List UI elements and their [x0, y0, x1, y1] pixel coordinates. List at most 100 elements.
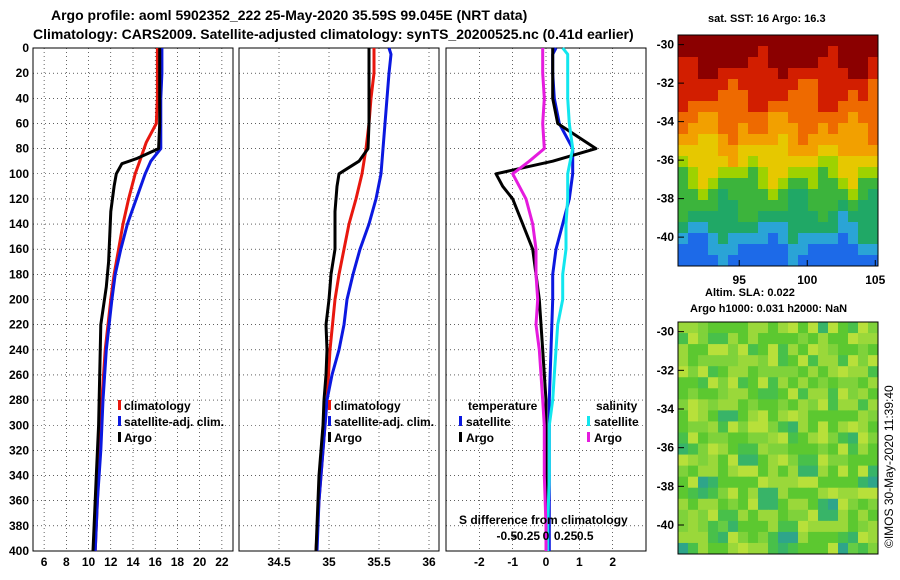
sst-map-cell — [758, 112, 769, 124]
s-diff-tick-label: 0.25 — [554, 529, 578, 543]
sst-map-cell — [808, 222, 819, 234]
sla-map-cell — [698, 465, 709, 478]
sst-map-cell — [858, 189, 869, 201]
sst-map-cell — [808, 255, 819, 267]
sla-map-cell — [758, 531, 769, 544]
sla-map-cell — [728, 531, 739, 544]
sst-map-cell — [798, 101, 809, 113]
sla-map-cell — [718, 465, 729, 478]
sst-map-cell — [788, 200, 799, 212]
sst-map-cell — [808, 35, 819, 47]
sst-map-cell — [798, 112, 809, 124]
sst-map-cell — [868, 167, 879, 179]
sla-map-cell — [788, 432, 799, 445]
sst-map-cell — [698, 68, 709, 80]
sla-map-cell — [818, 322, 829, 334]
sst-map-cell — [708, 211, 719, 223]
sla-map-cell — [808, 322, 819, 334]
sla-map-cell — [748, 344, 759, 356]
legend-sal-satellite-swatch — [587, 416, 590, 426]
sla-map-cell — [688, 509, 699, 522]
sst-map-panel: sat. SST: 16 Argo: 16.3 -30 -32 -34 -36 -38 -… — [657, 13, 886, 287]
sla-map-cell — [808, 476, 819, 489]
sla-map-cell — [758, 465, 769, 478]
sla-map-cell — [828, 333, 839, 345]
sla-map-cell — [708, 531, 719, 544]
y-tick-label: 400 — [9, 544, 29, 558]
sst-map-cell — [708, 189, 719, 201]
sla-map-cell — [838, 410, 849, 422]
sla-map-cell — [728, 520, 739, 533]
sst-map-cell — [838, 189, 849, 201]
sst-map-cell — [778, 222, 789, 234]
sla-map-cell — [838, 465, 849, 478]
sla-map-cell — [698, 333, 709, 345]
sst-map-cell — [748, 178, 759, 190]
sst-map-cell — [838, 68, 849, 80]
sst-map-cell — [708, 255, 719, 267]
sla-map-cell — [748, 531, 759, 544]
sla-map-cell — [788, 542, 799, 555]
sla-map-cell — [718, 443, 729, 456]
sst-map-cell — [838, 35, 849, 47]
sst-map-cell — [808, 233, 819, 245]
sla-map-title1: Altim. SLA: 0.022 — [705, 287, 795, 299]
sst-map-cell — [778, 200, 789, 212]
sst-map-cell — [848, 112, 859, 124]
sla-map-cell — [708, 520, 719, 533]
sla-map-cell — [778, 542, 789, 555]
map-y-tick-label: -40 — [657, 230, 675, 244]
sst-map-cell — [798, 244, 809, 256]
y-tick-label: 180 — [9, 267, 29, 281]
sla-map-cell — [738, 509, 749, 522]
sla-map-cell — [858, 399, 869, 411]
sst-map-cell — [868, 178, 879, 190]
map-y-tick-label: -36 — [657, 441, 675, 455]
sst-map-cell — [688, 145, 699, 157]
sst-map-cell — [868, 211, 879, 223]
sla-map-cell — [728, 322, 739, 334]
sla-map-cell — [698, 432, 709, 445]
sla-map-cell — [868, 410, 879, 422]
sst-map-cell — [808, 200, 819, 212]
sst-map-cell — [718, 200, 729, 212]
sla-map-cell — [798, 498, 809, 511]
sla-map-cell — [798, 454, 809, 467]
legend-satellite: satellite-adj. clim. — [334, 415, 434, 429]
sla-map-cell — [838, 322, 849, 334]
sla-map-cell — [858, 410, 869, 422]
sst-map-cell — [808, 79, 819, 91]
sla-map-cell — [828, 443, 839, 456]
sst-map-cell — [848, 156, 859, 168]
sla-map-cell — [698, 443, 709, 456]
sst-map-cell — [688, 134, 699, 146]
sst-map-cell — [708, 112, 719, 124]
sst-map-cell — [808, 211, 819, 223]
y-tick-label: 380 — [9, 519, 29, 533]
sst-map-cell — [698, 233, 709, 245]
sst-map-cell — [848, 222, 859, 234]
sst-map-cell — [748, 167, 759, 179]
sst-map-cell — [778, 145, 789, 157]
sst-map-cell — [718, 255, 729, 267]
sla-map-cell — [808, 333, 819, 345]
sst-map-cell — [688, 178, 699, 190]
sst-map-cell — [698, 101, 709, 113]
sst-map-cell — [708, 46, 719, 58]
sst-map-cell — [858, 233, 869, 245]
sla-map-cell — [708, 498, 719, 511]
sla-map-cell — [788, 487, 799, 500]
sla-map-cell — [808, 498, 819, 511]
sst-map-cell — [848, 255, 859, 267]
sla-map-cell — [698, 366, 709, 378]
sst-map-cell — [838, 233, 849, 245]
sla-map-cell — [758, 487, 769, 500]
sla-map-cell — [738, 454, 749, 467]
sla-map-cell — [728, 333, 739, 345]
sla-map-cell — [828, 476, 839, 489]
sla-map-cell — [718, 531, 729, 544]
temperature-legend: climatology satellite-adj. clim. Argo — [118, 399, 224, 445]
sst-map-cell — [688, 156, 699, 168]
sla-map-cell — [838, 377, 849, 389]
sst-map-cell — [818, 68, 829, 80]
